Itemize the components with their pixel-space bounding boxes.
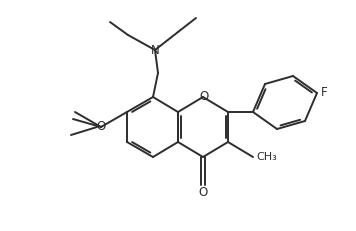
Text: F: F — [321, 86, 328, 100]
Text: O: O — [198, 186, 208, 199]
Text: N: N — [151, 43, 159, 57]
Text: CH₃: CH₃ — [256, 152, 277, 162]
Text: O: O — [96, 121, 106, 134]
Text: O: O — [199, 89, 209, 103]
